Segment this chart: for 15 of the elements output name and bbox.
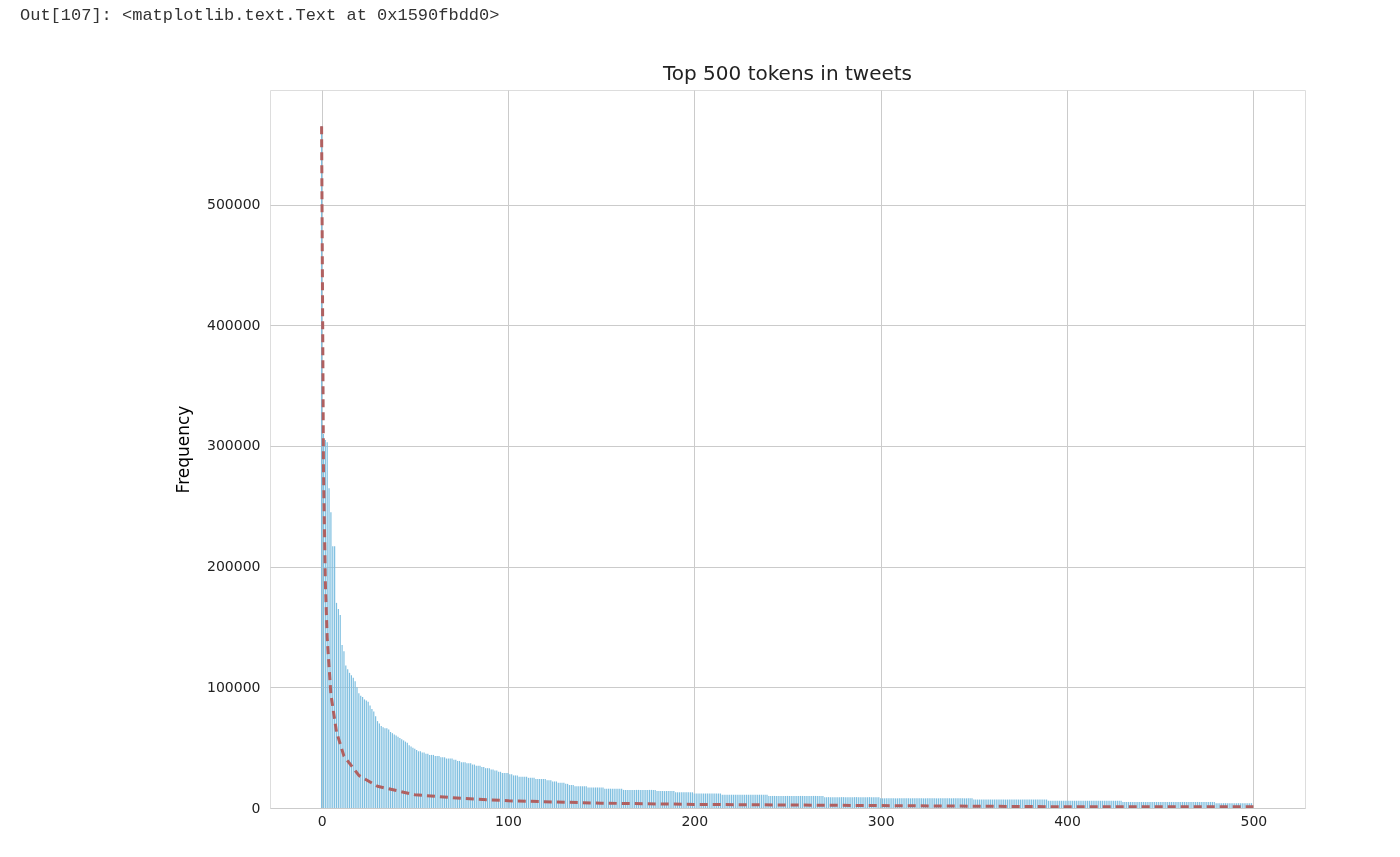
x-tick-label: 300 (867, 812, 895, 829)
chart-title: Top 500 tokens in tweets (661, 61, 913, 85)
x-tick-label: 400 (1054, 812, 1081, 829)
y-tick-label: 200000 (207, 558, 261, 575)
y-axis-title: Frequency (173, 405, 194, 494)
x-tick-label: 500 (1240, 812, 1268, 829)
y-tick-label: 500000 (207, 196, 261, 213)
y-tick-label: 400000 (207, 316, 261, 333)
x-tick-label: 100 (495, 812, 522, 829)
y-tick-label: 300000 (207, 437, 261, 454)
x-tick-label: 0 (317, 812, 327, 829)
y-tick-label: 100000 (207, 678, 261, 695)
y-tick-label: 0 (251, 799, 261, 816)
text: Out[107]: <matplotlib.text.Text at 0x1590fbdd0> (20, 6, 500, 25)
x-tick-label: 200 (681, 812, 709, 829)
